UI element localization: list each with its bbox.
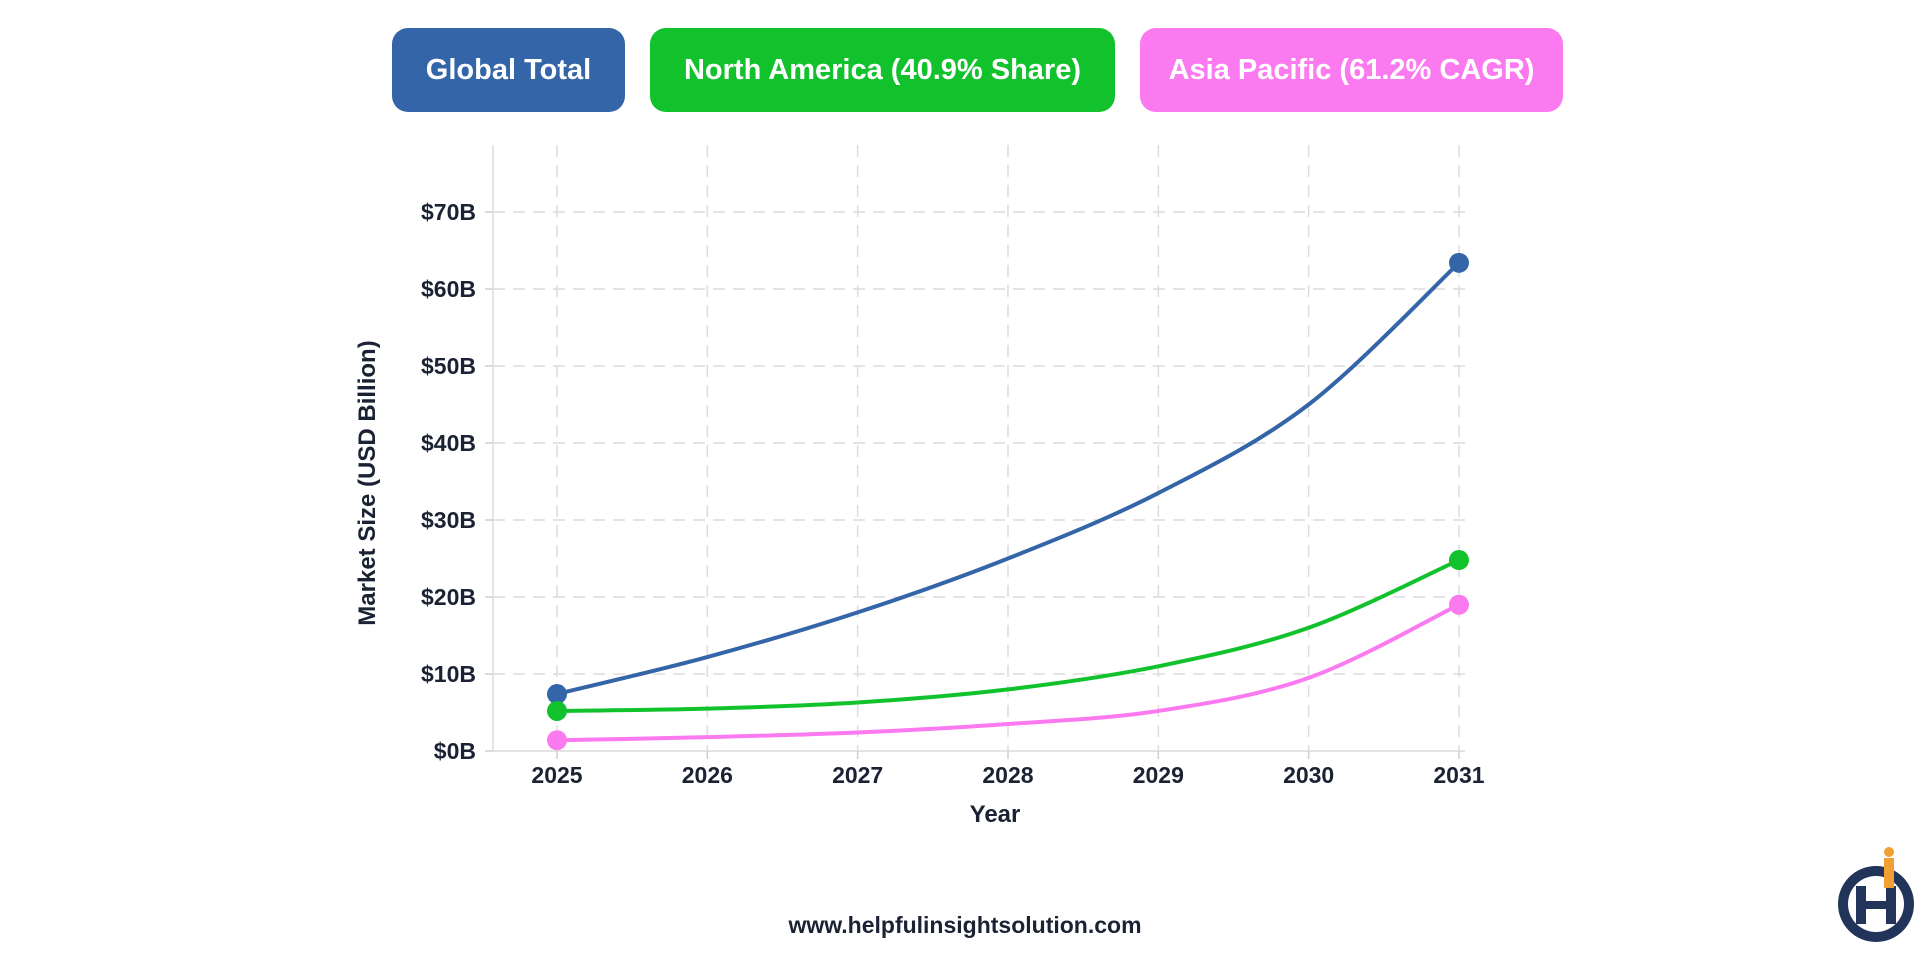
tick-labels-layer: $0B $10B $20B $30B $40B $50B $60B $70B 2025 2026 2… [421,199,1485,788]
y-tick-label: $20B [421,584,476,610]
y-tick-label: $40B [421,430,476,456]
grid-layer [493,145,1465,751]
legend-label-north-america: North America (40.9% Share) [683,53,1081,86]
x-axis-title: Year [970,801,1021,828]
x-tick-label: 2026 [682,762,733,788]
series-layer [547,252,1469,751]
series-point-asia-pacific-61-2-cagr [1448,594,1469,615]
x-tick-label: 2027 [832,762,883,788]
series-line-north-america-40-9-share [555,558,1461,713]
y-axis-title: Market Size (USD Billion) [354,340,381,625]
y-tick-label: $30B [421,507,476,533]
x-tick-label: 2030 [1283,762,1334,788]
series-point-global-total [1448,252,1469,273]
y-tick-label: $10B [421,661,476,687]
legend-asia-pacific: Asia Pacific (61.2% CAGR) [1140,28,1563,112]
y-tick-label: $50B [421,353,476,379]
legend-label-asia-pacific: Asia Pacific (61.2% CAGR) [1168,53,1535,86]
legend-north-america: North America (40.9% Share) [650,28,1115,112]
series-point-north-america-40-9-share [1448,550,1469,571]
footer-url[interactable]: www.helpfulinsightsolution.com [788,912,1142,938]
axes-layer [485,145,1465,759]
y-tick-label: $70B [421,199,476,225]
series-point-asia-pacific-61-2-cagr [547,730,567,751]
series-point-north-america-40-9-share [547,700,567,721]
y-tick-label: $60B [421,276,476,302]
series-line-global-total [555,260,1461,697]
x-tick-label: 2031 [1433,762,1484,788]
helpful-insight-logo-icon [1838,847,1914,942]
x-tick-label: 2028 [982,762,1033,788]
series-line-asia-pacific-61-2-cagr [555,602,1461,743]
x-tick-label: 2025 [531,762,582,788]
line-chart: $0B $10B $20B $30B $40B $50B $60B $70B 2025 2026 2… [354,145,1485,828]
y-tick-label: $0B [434,738,476,764]
legend-global-total: Global Total [392,28,625,112]
legend-label-global-total: Global Total [425,53,592,86]
series-point-global-total [547,684,567,705]
x-tick-label: 2029 [1133,762,1184,788]
